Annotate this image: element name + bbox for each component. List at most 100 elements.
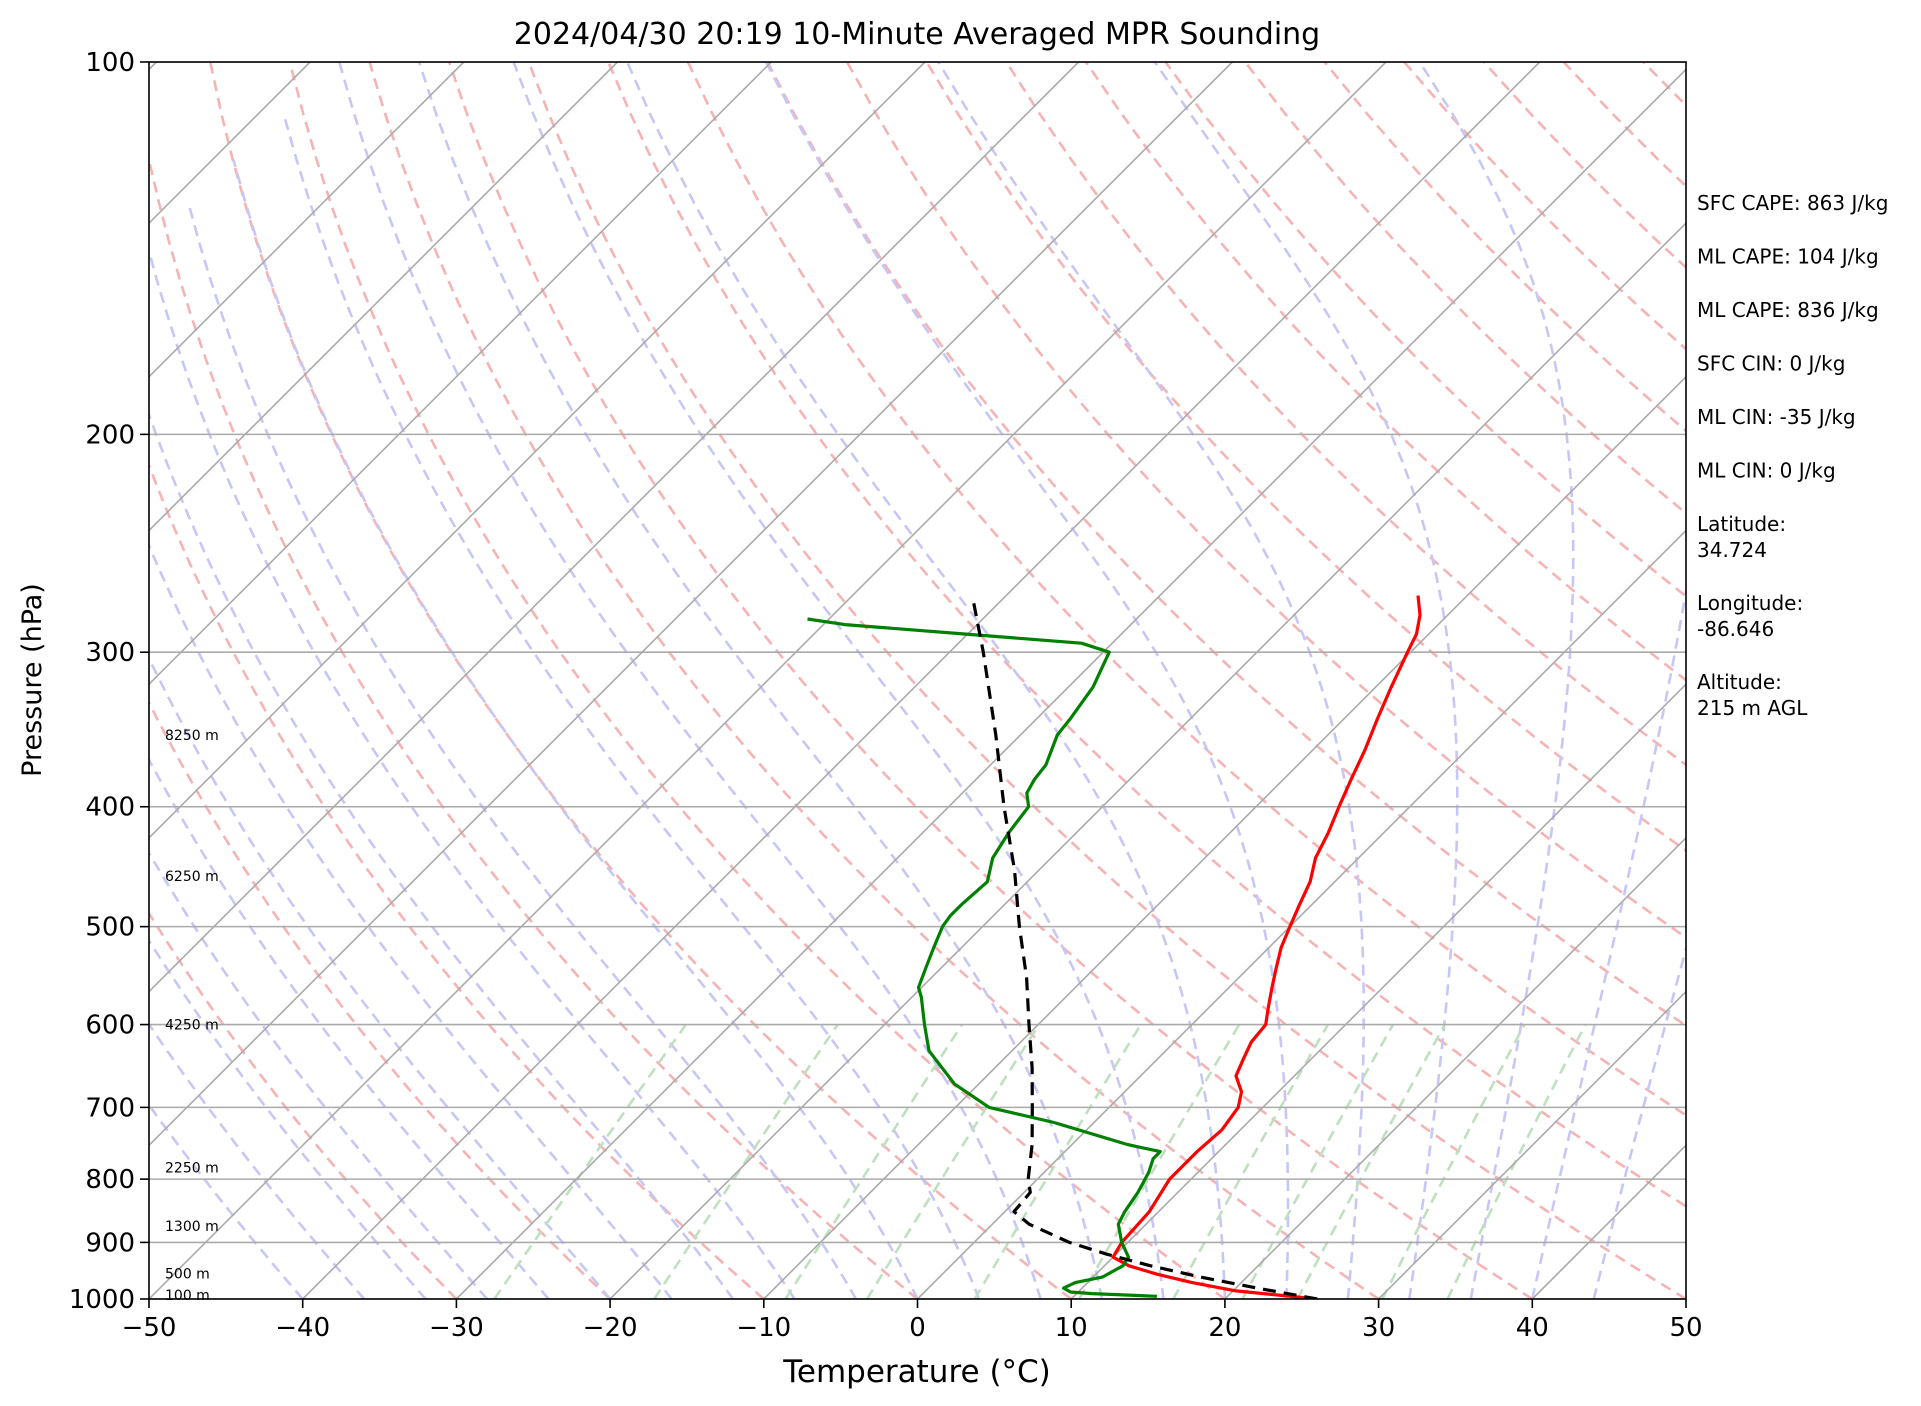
temperature-trace: [1111, 595, 1422, 1299]
annotation-line: 34.724: [1697, 538, 1767, 562]
isotherm--90: [149, 62, 772, 686]
chart-title: 2024/04/30 20:19 10-Minute Averaged MPR …: [514, 17, 1320, 52]
x-tick-label: 20: [1208, 1313, 1241, 1343]
x-tick-label: 10: [1055, 1313, 1088, 1343]
mixing-ratio-8: [1077, 1023, 1241, 1299]
annotation-line: -86.646: [1697, 617, 1774, 641]
isotherm--40: [302, 62, 1541, 1299]
height-label: 6250 m: [165, 869, 219, 885]
mixing-ratio-3: [865, 1023, 1041, 1299]
x-axis-ticks: −50 −40 −30 −20 −10 0 10 20 30 40 50: [122, 1299, 1703, 1343]
isotherm--80: [149, 62, 926, 840]
y-tick-label: 700: [85, 1093, 135, 1123]
moist-adiabat--4: [187, 202, 858, 1299]
x-tick-label: 30: [1362, 1313, 1395, 1343]
dry-adiabat--30: [149, 910, 458, 1299]
dry-adiabat-50: [527, 62, 1686, 1299]
moist-adiabat-36: [1418, 62, 1575, 1299]
dry-adiabat-120: [1084, 62, 1686, 682]
x-tick-label: 0: [909, 1313, 926, 1343]
isotherm-20: [1224, 836, 1686, 1299]
dry-adiabat-10: [208, 62, 1072, 1299]
annotation-line: ML CIN: 0 J/kg: [1697, 459, 1836, 483]
sounding-traces: [807, 595, 1422, 1299]
dry-adiabat-30: [368, 62, 1380, 1299]
height-label: 1300 m: [165, 1219, 219, 1235]
isotherm--20: [609, 221, 1686, 1299]
annotation-line: Latitude:: [1697, 512, 1786, 536]
moist-adiabat-4: [282, 112, 981, 1299]
dry-adiabat--20: [149, 699, 611, 1299]
moist-adiabats: [149, 62, 1686, 1299]
moist-adiabat-44: [1592, 944, 1686, 1299]
dry-adiabat-40: [447, 62, 1534, 1299]
dewpoint-trace: [807, 617, 1162, 1298]
moist-adiabat-40: [1531, 583, 1686, 1299]
annotation-line: ML CIN: -35 J/kg: [1697, 405, 1856, 429]
height-label: 100 m: [165, 1288, 210, 1304]
isotherm-30: [1378, 990, 1686, 1299]
isotherm-10: [1070, 683, 1686, 1299]
y-tick-label: 600: [85, 1011, 135, 1041]
moist-adiabat--20: [149, 655, 612, 1299]
moist-adiabat-20: [626, 62, 1227, 1299]
dry-adiabat-60: [607, 62, 1686, 1208]
x-tick-label: −50: [122, 1313, 177, 1343]
annotation-line: ML CAPE: 836 J/kg: [1697, 298, 1879, 322]
dry-adiabat-20: [288, 62, 1226, 1299]
y-axis-label: Pressure (hPa): [17, 583, 48, 777]
y-tick-label: 400: [85, 793, 135, 823]
y-tick-label: 1000: [69, 1285, 135, 1315]
moist-adiabat-8: [338, 62, 1042, 1299]
x-tick-label: −10: [736, 1313, 791, 1343]
moist-adiabat-28: [937, 62, 1365, 1299]
annotation-line: Altitude:: [1697, 670, 1782, 694]
dry-adiabat--10: [149, 461, 765, 1299]
isotherm--70: [149, 62, 1080, 993]
isotherm--100: [149, 62, 619, 532]
annotation-line: ML CAPE: 104 J/kg: [1697, 245, 1879, 269]
height-label: 2250 m: [165, 1161, 219, 1177]
mixing-ratio-2: [784, 1023, 964, 1299]
y-tick-label: 800: [85, 1165, 135, 1195]
y-tick-label: 200: [85, 420, 135, 450]
x-axis-label: Temperature (°C): [782, 1354, 1051, 1390]
x-tick-label: −30: [429, 1313, 484, 1343]
annotation-line: SFC CAPE: 863 J/kg: [1697, 191, 1888, 215]
sounding-annotations: SFC CAPE: 863 J/kg ML CAPE: 104 J/kg ML CA…: [1697, 191, 1888, 720]
isotherm--110: [149, 62, 465, 378]
dry-adiabat-0: [149, 153, 919, 1299]
y-tick-label: 900: [85, 1228, 135, 1258]
isobar-gridlines: [149, 62, 1686, 1299]
moist-adiabat--32: [149, 938, 427, 1299]
isotherm--30: [455, 68, 1686, 1299]
annotation-line: 215 m AGL: [1697, 696, 1808, 720]
dry-adiabat-80: [766, 62, 1686, 1028]
y-tick-label: 300: [85, 638, 135, 668]
x-tick-label: −20: [583, 1313, 638, 1343]
skewed-isotherms: [149, 62, 1686, 1299]
moist-adiabat-12: [417, 62, 1104, 1299]
x-tick-label: 50: [1669, 1313, 1702, 1343]
isotherm--50: [149, 62, 1387, 1299]
height-label: 4250 m: [165, 1018, 219, 1034]
dry-adiabats: [149, 62, 1686, 1299]
moist-adiabat-16: [512, 62, 1165, 1299]
y-axis-ticks: 100 200 300 400 500 600 700 800 900 1000: [69, 48, 149, 1315]
mixing-ratio-12: [1172, 1023, 1330, 1299]
y-tick-label: 100: [85, 48, 135, 78]
height-label: 500 m: [165, 1267, 210, 1283]
annotation-line: Longitude:: [1697, 591, 1803, 615]
mixing-ratio-1: [653, 1023, 839, 1299]
moist-adiabat--40: [149, 1102, 304, 1299]
moist-adiabat--36: [149, 1021, 366, 1299]
isotherm-0: [916, 529, 1686, 1299]
height-labels: 8250 m 6250 m 4250 m 2250 m 1300 m 500 m 100 m: [165, 728, 219, 1304]
moist-adiabat-0: [232, 159, 919, 1299]
y-tick-label: 500: [85, 913, 135, 943]
dry-adiabat-100: [925, 62, 1686, 853]
x-tick-label: −40: [275, 1313, 330, 1343]
mixing-ratio-5: [973, 1023, 1142, 1299]
